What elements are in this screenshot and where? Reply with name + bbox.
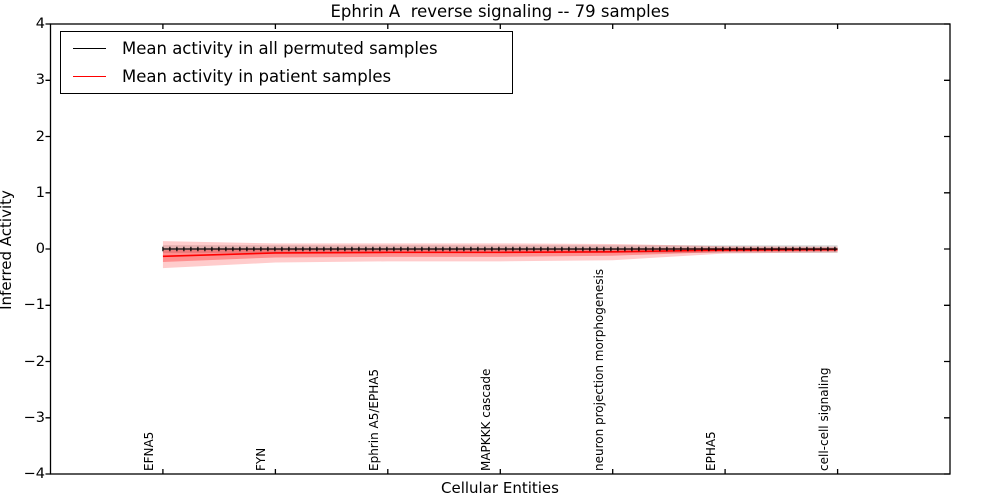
- y-tick-label: −1: [23, 297, 45, 314]
- legend-item-permuted: Mean activity in all permuted samples: [73, 34, 512, 62]
- legend-label-patient: Mean activity in patient samples: [122, 67, 392, 87]
- axis-ticks: [45, 23, 950, 475]
- chart-title: Ephrin A reverse signaling -- 79 samples: [330, 2, 670, 21]
- patient-outer-band: [162, 241, 838, 269]
- legend-item-patient: Mean activity in patient samples: [73, 63, 512, 91]
- y-tick-label: 4: [35, 16, 45, 32]
- y-axis-label: Inferred Activity: [0, 190, 15, 310]
- y-tick-label: 3: [35, 72, 45, 89]
- x-tick-label: FYN: [254, 447, 269, 471]
- legend: Mean activity in all permuted samples Me…: [60, 31, 513, 94]
- red-line-swatch: [73, 76, 106, 78]
- y-tick-label: 1: [35, 184, 45, 201]
- x-tick-label: MAPKKK cascade: [479, 368, 494, 471]
- x-tick-label: EFNA5: [141, 431, 156, 471]
- permuted-line-markers: [162, 246, 836, 252]
- y-tick-label: −4: [23, 466, 45, 482]
- x-axis-label: Cellular Entities: [441, 479, 559, 497]
- y-tick-label: 2: [35, 128, 45, 145]
- y-tick-label: −2: [23, 353, 45, 370]
- x-tick-label: Ephrin A5/EPHA5: [366, 368, 381, 471]
- x-tick-label: EPHA5: [704, 431, 719, 471]
- patient-mean-line: [162, 248, 838, 258]
- y-tick-label: −3: [23, 409, 45, 426]
- black-line-swatch: [73, 47, 106, 49]
- x-tick-label: neuron projection morphogenesis: [591, 268, 606, 471]
- y-tick-label: 0: [35, 241, 45, 257]
- x-tick-label: cell-cell signaling: [816, 367, 831, 472]
- legend-label-permuted: Mean activity in all permuted samples: [122, 38, 438, 58]
